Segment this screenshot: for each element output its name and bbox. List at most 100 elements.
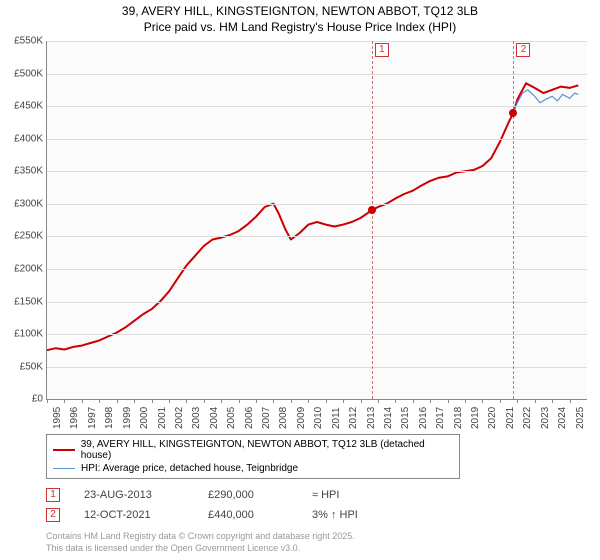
line-series-svg bbox=[47, 41, 587, 399]
x-axis-tick bbox=[343, 399, 344, 403]
x-axis-tick bbox=[134, 399, 135, 403]
x-axis-label: 2004 bbox=[207, 407, 220, 429]
x-axis-label: 2015 bbox=[398, 407, 411, 429]
y-axis-label: £50K bbox=[20, 361, 47, 372]
gridline bbox=[47, 334, 587, 335]
x-axis-tick bbox=[273, 399, 274, 403]
legend-item: 39, AVERY HILL, KINGSTEIGNTON, NEWTON AB… bbox=[53, 438, 453, 462]
x-axis-label: 2014 bbox=[381, 407, 394, 429]
x-axis-label: 2019 bbox=[468, 407, 481, 429]
gridline bbox=[47, 302, 587, 303]
legend-label: HPI: Average price, detached house, Teig… bbox=[81, 463, 298, 474]
x-axis-label: 2003 bbox=[189, 407, 202, 429]
x-axis-label: 2020 bbox=[485, 407, 498, 429]
x-axis-label: 1999 bbox=[120, 407, 133, 429]
marker-dot bbox=[368, 206, 376, 214]
x-axis-tick bbox=[204, 399, 205, 403]
x-axis-tick bbox=[465, 399, 466, 403]
x-axis-label: 2005 bbox=[224, 407, 237, 429]
x-axis-tick bbox=[239, 399, 240, 403]
gridline bbox=[47, 204, 587, 205]
x-axis-tick bbox=[169, 399, 170, 403]
x-axis-tick bbox=[256, 399, 257, 403]
legend-swatch bbox=[53, 449, 75, 451]
x-axis-label: 2012 bbox=[346, 407, 359, 429]
chart-container: 39, AVERY HILL, KINGSTEIGNTON, NEWTON AB… bbox=[0, 0, 600, 560]
y-axis-label: £150K bbox=[14, 296, 47, 307]
y-axis-label: £450K bbox=[14, 101, 47, 112]
x-axis-tick bbox=[482, 399, 483, 403]
y-axis-label: £200K bbox=[14, 264, 47, 275]
x-axis-tick bbox=[517, 399, 518, 403]
marker-dot bbox=[509, 109, 517, 117]
x-axis-tick bbox=[117, 399, 118, 403]
x-axis-tick bbox=[378, 399, 379, 403]
sale-marker-box: 1 bbox=[46, 488, 60, 502]
sale-price: £440,000 bbox=[208, 509, 288, 521]
marker-vline bbox=[513, 41, 514, 399]
x-axis-label: 2018 bbox=[451, 407, 464, 429]
x-axis-label: 2000 bbox=[137, 407, 150, 429]
x-axis-label: 2025 bbox=[573, 407, 586, 429]
legend-item: HPI: Average price, detached house, Teig… bbox=[53, 462, 453, 475]
x-axis-label: 2021 bbox=[503, 407, 516, 429]
x-axis-tick bbox=[308, 399, 309, 403]
x-axis-tick bbox=[64, 399, 65, 403]
x-axis-tick bbox=[395, 399, 396, 403]
x-axis-tick bbox=[552, 399, 553, 403]
x-axis-label: 2010 bbox=[311, 407, 324, 429]
sale-row: 2 12-OCT-2021 £440,000 3% ↑ HPI bbox=[46, 505, 600, 525]
title-line-1: 39, AVERY HILL, KINGSTEIGNTON, NEWTON AB… bbox=[0, 4, 600, 20]
x-axis-label: 1998 bbox=[102, 407, 115, 429]
x-axis-label: 1995 bbox=[50, 407, 63, 429]
x-axis-tick bbox=[448, 399, 449, 403]
sale-row: 1 23-AUG-2013 £290,000 ≈ HPI bbox=[46, 485, 600, 505]
y-axis-label: £300K bbox=[14, 198, 47, 209]
x-axis-label: 2023 bbox=[538, 407, 551, 429]
y-axis-label: £250K bbox=[14, 231, 47, 242]
gridline bbox=[47, 171, 587, 172]
x-axis-label: 1997 bbox=[85, 407, 98, 429]
x-axis-tick bbox=[291, 399, 292, 403]
legend: 39, AVERY HILL, KINGSTEIGNTON, NEWTON AB… bbox=[46, 434, 460, 479]
sale-date: 23-AUG-2013 bbox=[84, 489, 184, 501]
gridline bbox=[47, 139, 587, 140]
sale-date: 12-OCT-2021 bbox=[84, 509, 184, 521]
x-axis-label: 2011 bbox=[329, 408, 342, 430]
x-axis-tick bbox=[430, 399, 431, 403]
series-line bbox=[47, 83, 578, 350]
x-axis-tick bbox=[47, 399, 48, 403]
x-axis-tick bbox=[82, 399, 83, 403]
legend-label: 39, AVERY HILL, KINGSTEIGNTON, NEWTON AB… bbox=[81, 439, 453, 461]
x-axis-tick bbox=[99, 399, 100, 403]
gridline bbox=[47, 367, 587, 368]
plot-area: £0£50K£100K£150K£200K£250K£300K£350K£400… bbox=[46, 41, 587, 400]
marker-number-box: 2 bbox=[516, 43, 530, 57]
x-axis-label: 2009 bbox=[294, 407, 307, 429]
x-axis-tick bbox=[221, 399, 222, 403]
footer-line-1: Contains HM Land Registry data © Crown c… bbox=[46, 531, 600, 543]
x-axis-label: 2013 bbox=[364, 407, 377, 429]
title-line-2: Price paid vs. HM Land Registry's House … bbox=[0, 20, 600, 36]
x-axis-tick bbox=[500, 399, 501, 403]
sale-marker-box: 2 bbox=[46, 508, 60, 522]
x-axis-tick bbox=[152, 399, 153, 403]
marker-vline bbox=[372, 41, 373, 399]
legend-swatch bbox=[53, 468, 75, 469]
x-axis-label: 2022 bbox=[520, 407, 533, 429]
sale-hpi-delta: 3% ↑ HPI bbox=[312, 509, 392, 521]
sale-price: £290,000 bbox=[208, 489, 288, 501]
x-axis-tick bbox=[361, 399, 362, 403]
x-axis-tick bbox=[326, 399, 327, 403]
marker-number-box: 1 bbox=[375, 43, 389, 57]
gridline bbox=[47, 269, 587, 270]
x-axis-tick bbox=[570, 399, 571, 403]
y-axis-label: £100K bbox=[14, 329, 47, 340]
gridline bbox=[47, 106, 587, 107]
y-axis-label: £500K bbox=[14, 68, 47, 79]
y-axis-label: £350K bbox=[14, 166, 47, 177]
gridline bbox=[47, 41, 587, 42]
y-axis-label: £400K bbox=[14, 133, 47, 144]
x-axis-label: 2002 bbox=[172, 407, 185, 429]
y-axis-label: £550K bbox=[14, 36, 47, 47]
